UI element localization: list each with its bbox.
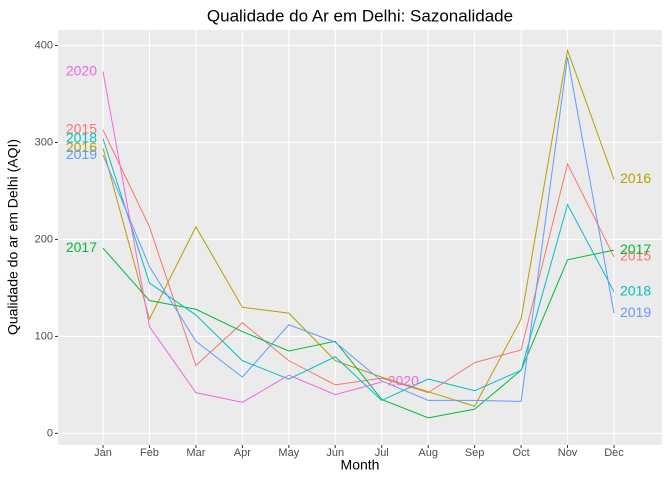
series-label-end: 2016 bbox=[620, 170, 651, 186]
chart-title: Qualidade do Ar em Delhi: Sazonalidade bbox=[207, 6, 513, 25]
x-tick-label: Jul bbox=[375, 447, 389, 459]
series-label-start: 2016 bbox=[66, 139, 97, 155]
x-tick-label: Apr bbox=[234, 447, 251, 459]
series-label-start: 2020 bbox=[66, 62, 97, 78]
series-line bbox=[102, 57, 615, 402]
y-tick-label: 0 bbox=[47, 427, 53, 439]
x-axis-label: Month bbox=[341, 457, 380, 473]
x-tick-label: Dec bbox=[604, 447, 624, 459]
series-label-start: 2019 bbox=[66, 146, 97, 162]
x-tick-label: Sep bbox=[465, 447, 485, 459]
y-tick-label: 300 bbox=[35, 136, 53, 148]
x-tick-label: Mar bbox=[186, 447, 205, 459]
x-tick-label: Aug bbox=[418, 447, 438, 459]
series-label-end: 2015 bbox=[620, 248, 651, 264]
series-label-start: 2017 bbox=[66, 239, 97, 255]
y-tick-label: 100 bbox=[35, 330, 53, 342]
x-tick-label: Jun bbox=[326, 447, 344, 459]
series-line bbox=[102, 48, 615, 407]
y-axis-label: Qualidade do ar em Delhi (AQI) bbox=[5, 139, 21, 335]
series-label-end: 2019 bbox=[620, 304, 651, 320]
series-line bbox=[102, 71, 382, 403]
x-tick-label: Feb bbox=[140, 447, 159, 459]
panel bbox=[58, 30, 662, 445]
y-tick-label: 400 bbox=[35, 39, 53, 51]
x-tick-label: Nov bbox=[558, 447, 578, 459]
series-line bbox=[102, 247, 615, 419]
x-tick-label: May bbox=[278, 447, 299, 459]
series-label-start: 2018 bbox=[66, 129, 97, 145]
series-label-end: 2020 bbox=[388, 373, 419, 389]
series-label-end: 2017 bbox=[620, 241, 651, 257]
x-tick-label: Jan bbox=[94, 447, 112, 459]
series-label-start: 2015 bbox=[66, 121, 97, 137]
y-tick-label: 200 bbox=[35, 233, 53, 245]
series-line bbox=[102, 129, 615, 394]
series-label-end: 2018 bbox=[620, 283, 651, 299]
x-tick-label: Oct bbox=[513, 447, 530, 459]
